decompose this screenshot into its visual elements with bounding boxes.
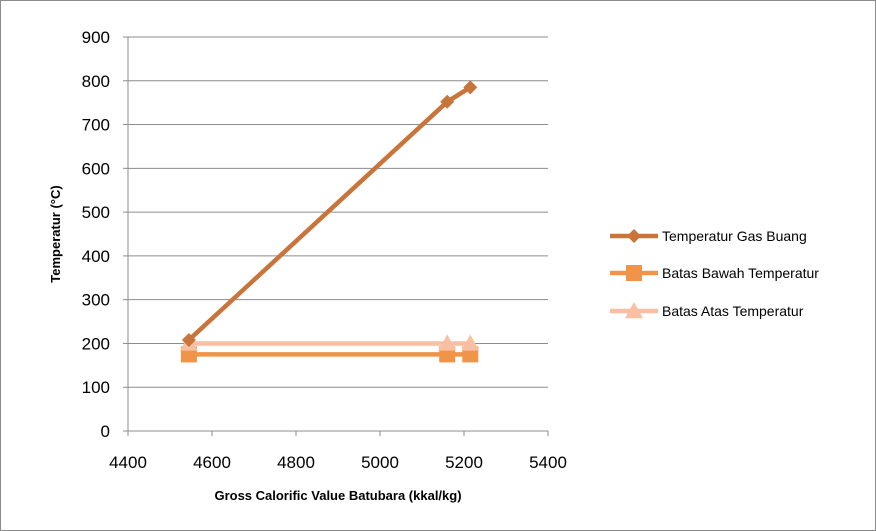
x-tick-labels: 4400 4600 4800 5000 5200 5400 (109, 453, 567, 472)
data-point-3-2 (438, 334, 457, 351)
data-point-1-3 (463, 80, 478, 95)
data-point-1-1 (181, 332, 196, 347)
y-tick-label-100: 100 (82, 378, 110, 397)
series-line-1 (187, 85, 472, 342)
x-tick-label-5200: 5200 (445, 453, 483, 472)
y-tick-label-200: 200 (82, 334, 110, 353)
legend-item-1: Temperatur Gas Buang (610, 228, 807, 244)
legend-marker-2 (626, 265, 642, 281)
x-tick-label-4600: 4600 (193, 453, 231, 472)
legend: Temperatur Gas Buang Batas Bawah Temperat… (610, 228, 819, 319)
x-tick-label-4800: 4800 (277, 453, 315, 472)
y-tick-labels: 0 100 200 300 400 500 600 700 800 900 (82, 28, 110, 441)
y-tick-label-900: 900 (82, 28, 110, 47)
data-point-3-3 (461, 334, 480, 351)
x-axis-title: Gross Calorific Value Batubara (kkal/kg) (214, 488, 461, 503)
legend-label-3: Batas Atas Temperatur (662, 303, 804, 319)
legend-marker-3 (625, 302, 643, 319)
legend-label-1: Temperatur Gas Buang (662, 228, 807, 244)
x-tick-label-5000: 5000 (361, 453, 399, 472)
series-3 (179, 334, 480, 351)
data-point-1-2 (440, 94, 455, 109)
y-tick-label-700: 700 (82, 116, 110, 135)
y-tick-label-500: 500 (82, 203, 110, 222)
y-tick-label-400: 400 (82, 247, 110, 266)
x-tick-label-4400: 4400 (109, 453, 147, 472)
y-tick-label-600: 600 (82, 159, 110, 178)
y-tick-label-300: 300 (82, 291, 110, 310)
legend-marker-1 (627, 229, 641, 243)
legend-item-3: Batas Atas Temperatur (610, 302, 804, 319)
x-tick-label-5400: 5400 (529, 453, 567, 472)
y-tick-label-800: 800 (82, 72, 110, 91)
series-2 (180, 346, 479, 363)
axes (123, 36, 549, 436)
series-layer (179, 80, 480, 363)
series-1 (181, 80, 478, 347)
y-tick-label-0: 0 (101, 422, 110, 441)
legend-item-2: Batas Bawah Temperatur (610, 265, 819, 281)
gridlines (128, 36, 548, 388)
y-axis-title: Temperatur (°C) (48, 185, 63, 282)
legend-label-2: Batas Bawah Temperatur (662, 265, 819, 281)
